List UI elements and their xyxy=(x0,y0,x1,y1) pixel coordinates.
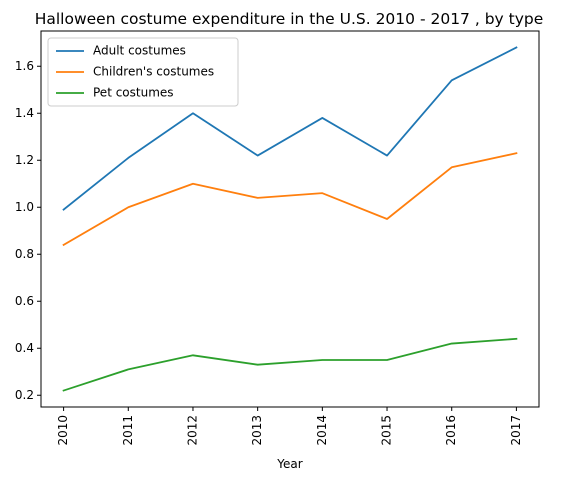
y-tick-label: 0.8 xyxy=(15,247,34,261)
y-tick-label: 0.4 xyxy=(15,341,34,355)
y-axis: 0.2 0.4 0.6 0.8 1.0 1.2 1.4 1.6 xyxy=(15,59,41,402)
y-tick-label: 0.6 xyxy=(15,294,34,308)
x-tick-label: 2013 xyxy=(250,415,264,446)
y-tick-label: 1.0 xyxy=(15,200,34,214)
legend-label-0: Adult costumes xyxy=(93,44,186,58)
legend-label-2: Pet costumes xyxy=(93,86,174,100)
x-tick-label: 2017 xyxy=(509,415,523,446)
chart-title: Halloween costume expenditure in the U.S… xyxy=(35,10,544,28)
x-tick-label: 2014 xyxy=(315,415,329,446)
x-tick-label: 2010 xyxy=(56,415,70,446)
x-axis-label: Year xyxy=(276,457,302,471)
series-line-2 xyxy=(64,339,517,391)
x-tick-label: 2012 xyxy=(185,415,199,446)
y-tick-label: 0.2 xyxy=(15,388,34,402)
x-tick-label: 2016 xyxy=(444,415,458,446)
y-tick-label: 1.4 xyxy=(15,106,34,120)
y-tick-label: 1.2 xyxy=(15,153,34,167)
series-line-1 xyxy=(64,153,517,245)
x-axis: 2010 2011 2012 2013 2014 2015 2016 2017 xyxy=(56,407,523,446)
legend: Adult costumes Children's costumes Pet cos… xyxy=(48,38,238,106)
legend-label-1: Children's costumes xyxy=(93,65,214,79)
y-tick-label: 1.6 xyxy=(15,59,34,73)
x-tick-label: 2011 xyxy=(121,415,135,446)
x-tick-label: 2015 xyxy=(380,415,394,446)
